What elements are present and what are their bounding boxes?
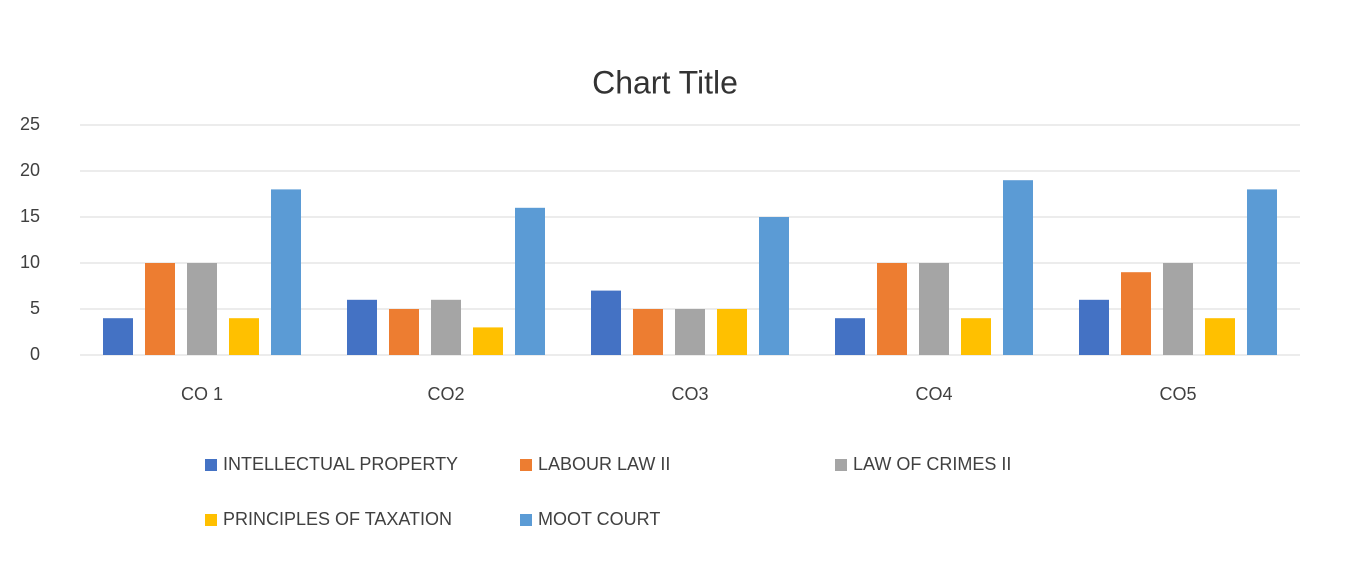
bar — [515, 207, 545, 355]
bar — [389, 309, 419, 355]
legend-swatch — [835, 459, 847, 471]
bar — [591, 290, 621, 355]
y-tick-label: 0 — [30, 344, 40, 364]
bar — [229, 318, 259, 355]
bar — [347, 299, 377, 355]
bar — [1003, 180, 1033, 355]
bar — [835, 318, 865, 355]
bar — [717, 309, 747, 355]
bar — [1205, 318, 1235, 355]
bar — [633, 309, 663, 355]
bar — [675, 309, 705, 355]
legend-swatch — [205, 514, 217, 526]
y-tick-label: 15 — [20, 206, 40, 226]
x-tick-label: CO4 — [915, 384, 952, 404]
x-tick-label: CO2 — [427, 384, 464, 404]
y-tick-label: 5 — [30, 298, 40, 318]
bar — [187, 263, 217, 355]
bar — [271, 189, 301, 355]
bar — [961, 318, 991, 355]
legend-swatch — [205, 459, 217, 471]
bar — [1247, 189, 1277, 355]
x-tick-label: CO5 — [1159, 384, 1196, 404]
bar — [145, 263, 175, 355]
y-tick-label: 20 — [20, 160, 40, 180]
bar — [103, 318, 133, 355]
legend-label: LABOUR LAW II — [538, 454, 670, 474]
chart-title: Chart Title — [592, 64, 738, 100]
bar — [473, 327, 503, 355]
legend-label: MOOT COURT — [538, 509, 660, 529]
bar — [1121, 272, 1151, 355]
legend-swatch — [520, 514, 532, 526]
bar — [1079, 299, 1109, 355]
y-tick-label: 25 — [20, 114, 40, 134]
legend-label: LAW OF CRIMES II — [853, 454, 1011, 474]
bar — [1163, 263, 1193, 355]
x-tick-label: CO3 — [671, 384, 708, 404]
y-tick-label: 10 — [20, 252, 40, 272]
bar — [919, 263, 949, 355]
x-tick-label: CO 1 — [181, 384, 223, 404]
legend-label: PRINCIPLES OF TAXATION — [223, 509, 452, 529]
bar — [431, 299, 461, 355]
bar — [759, 217, 789, 355]
bar — [877, 263, 907, 355]
legend-swatch — [520, 459, 532, 471]
legend-label: INTELLECTUAL PROPERTY — [223, 454, 458, 474]
